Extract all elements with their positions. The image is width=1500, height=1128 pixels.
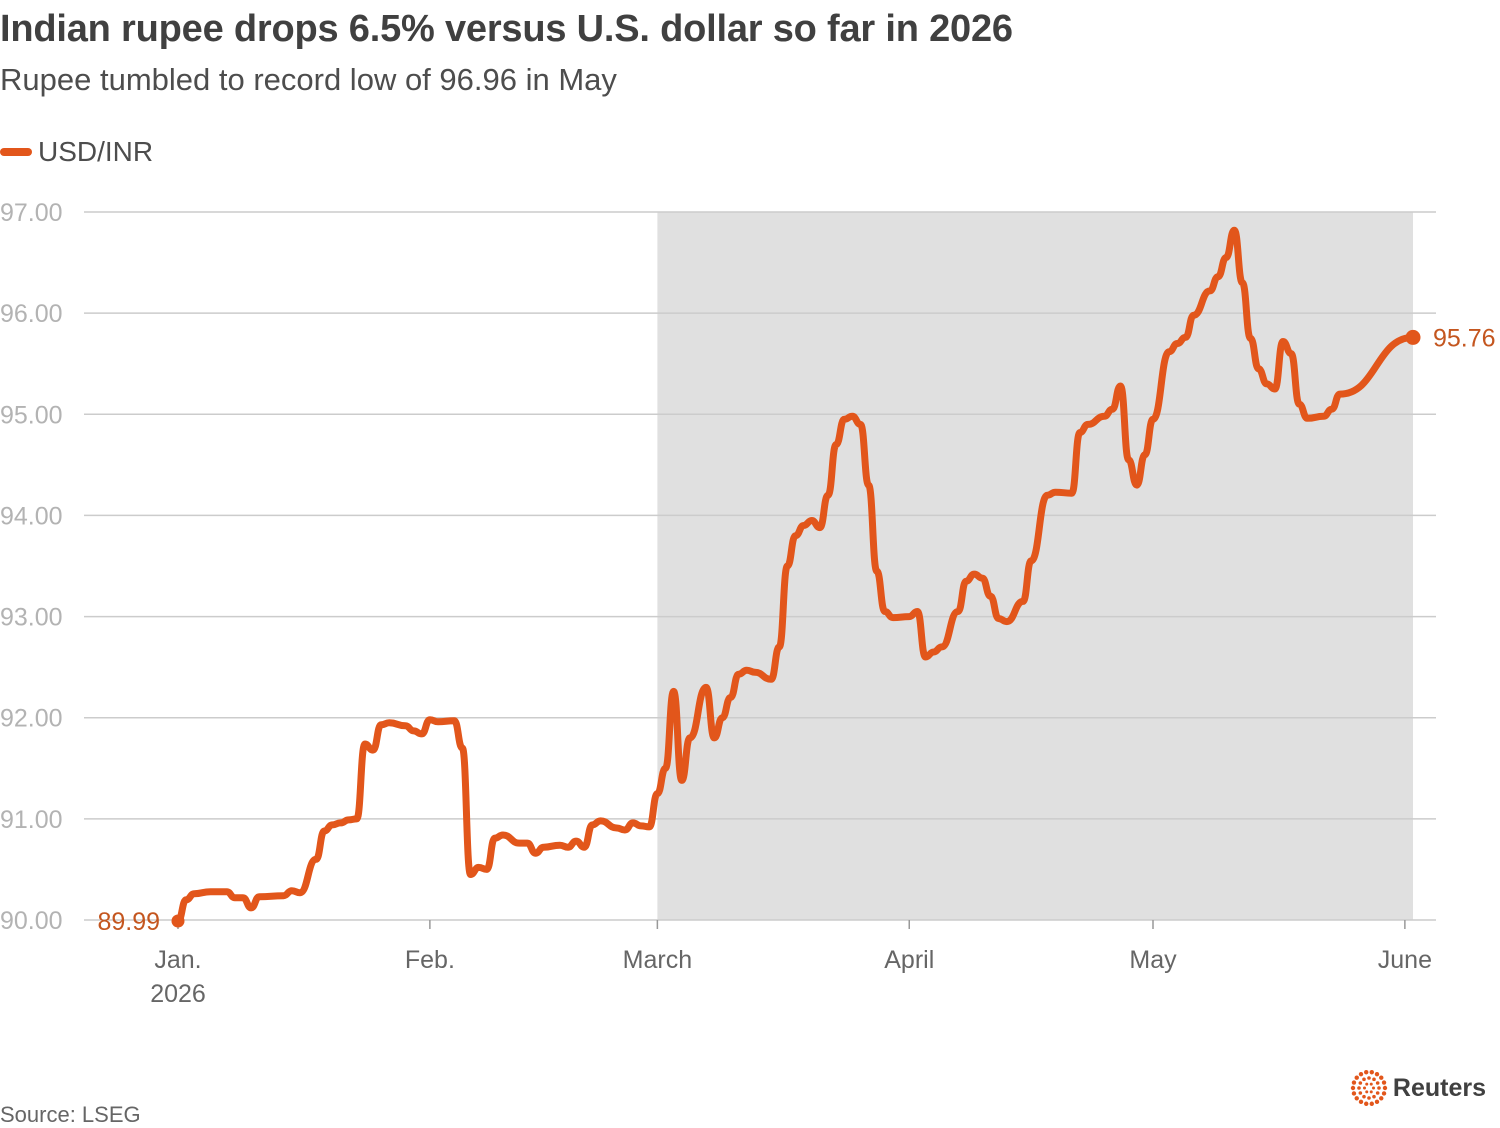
logo-dot: [1351, 1080, 1357, 1085]
x-tick-label: March: [623, 946, 692, 974]
start-point: [171, 914, 185, 928]
logo-dot: [1378, 1096, 1384, 1101]
logo-dot: [1350, 1085, 1356, 1091]
end-point: [1405, 329, 1421, 345]
source-note: Source: LSEG: [0, 1102, 141, 1127]
x-tick-label: June: [1378, 946, 1432, 974]
logo-dot: [1378, 1075, 1384, 1080]
reuters-logo: Reuters: [1349, 1068, 1486, 1108]
y-tick-label: 93.00: [0, 604, 63, 632]
y-tick-label: 97.00: [0, 199, 63, 227]
series-line-usd-inr: [174, 226, 1417, 925]
logo-dot: [1362, 1077, 1366, 1082]
logo-dot: [1369, 1070, 1374, 1075]
logo-dot: [1375, 1081, 1380, 1085]
logo-dot: [1382, 1085, 1388, 1091]
logo-dot: [1381, 1080, 1387, 1085]
start-value-label: 89.99: [97, 908, 160, 936]
end-value-label: 95.76: [1433, 324, 1496, 352]
logo-dot: [1363, 1101, 1369, 1106]
logo-dot: [1367, 1096, 1371, 1100]
logo-dot: [1357, 1086, 1361, 1090]
y-tick-label: 94.00: [0, 502, 63, 530]
logo-dot: [1369, 1101, 1374, 1106]
shaded-period: [657, 212, 1413, 920]
logo-dot: [1371, 1086, 1375, 1090]
logo-dot: [1362, 1094, 1366, 1099]
y-tick-label: 95.00: [0, 401, 63, 429]
chart-title: Indian rupee drops 6.5% versus U.S. doll…: [0, 8, 1013, 50]
y-tick-label: 90.00: [0, 907, 63, 935]
logo-dot: [1358, 1091, 1363, 1095]
logo-dot: [1354, 1075, 1359, 1080]
logo-dot: [1375, 1091, 1380, 1095]
y-tick-label: 91.00: [0, 806, 63, 834]
brand-name: Reuters: [1392, 1073, 1486, 1102]
x-tick-label: Jan.: [154, 946, 201, 974]
logo-dot: [1374, 1071, 1380, 1077]
logo-dot: [1381, 1091, 1387, 1096]
reuters-dot-ring-icon: [1350, 1070, 1388, 1106]
logo-dot: [1367, 1076, 1371, 1080]
logo-dot: [1372, 1077, 1376, 1082]
legend-swatch: [0, 148, 32, 156]
logo-dot: [1362, 1086, 1366, 1090]
logo-dot: [1377, 1086, 1381, 1090]
x-tick-sublabel: 2026: [150, 980, 206, 1008]
logo-dot: [1365, 1090, 1369, 1094]
logo-dot: [1358, 1081, 1363, 1085]
logo-dot: [1363, 1070, 1369, 1075]
logo-dot: [1372, 1094, 1376, 1099]
logo-dot: [1369, 1090, 1373, 1094]
legend-label: USD/INR: [38, 136, 154, 167]
logo-dot: [1351, 1091, 1357, 1096]
y-tick-label: 92.00: [0, 705, 63, 733]
x-tick-label: April: [884, 946, 934, 974]
chart-subtitle: Rupee tumbled to record low of 96.96 in …: [0, 62, 617, 97]
logo-dot: [1358, 1071, 1364, 1077]
logo-dot: [1354, 1096, 1359, 1101]
x-tick-label: Feb.: [405, 946, 455, 974]
legend: USD/INR: [0, 136, 153, 168]
y-tick-label: 96.00: [0, 300, 63, 328]
logo-dot: [1369, 1082, 1373, 1086]
logo-dot: [1358, 1099, 1364, 1105]
x-tick-label: May: [1129, 946, 1177, 974]
logo-dot: [1365, 1082, 1369, 1086]
logo-dot: [1374, 1099, 1380, 1105]
